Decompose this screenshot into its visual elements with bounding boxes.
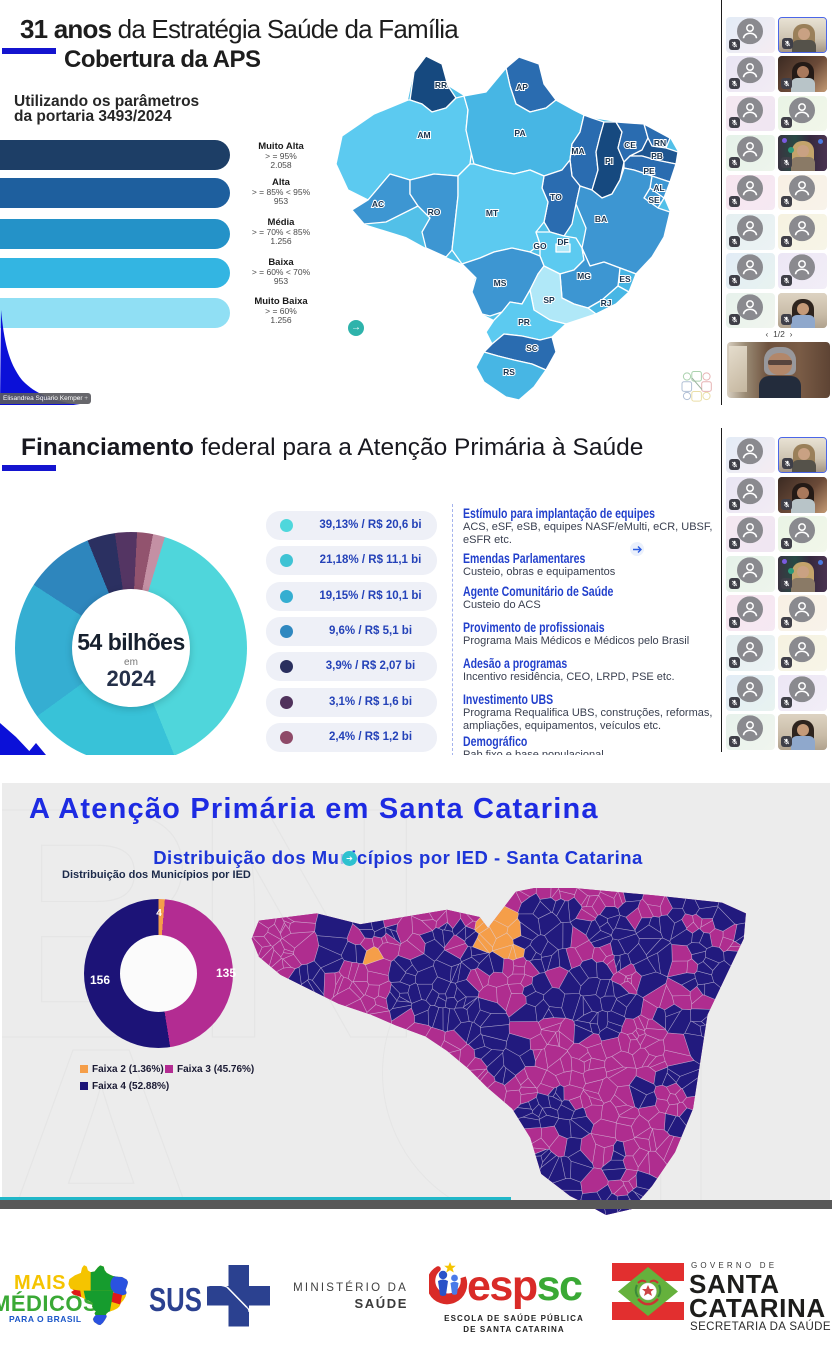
svg-text:SP: SP: [543, 295, 555, 305]
svg-text:RO: RO: [428, 207, 441, 217]
svg-text:PE: PE: [643, 166, 655, 176]
svg-text:CE: CE: [624, 140, 636, 150]
svg-text:TO: TO: [550, 192, 562, 202]
svg-text:PB: PB: [651, 151, 663, 161]
svg-text:MG: MG: [577, 271, 591, 281]
svg-text:AP: AP: [516, 82, 528, 92]
svg-text:MA: MA: [571, 146, 584, 156]
svg-text:GO: GO: [533, 241, 547, 251]
svg-text:ES: ES: [619, 274, 631, 284]
svg-text:AM: AM: [417, 130, 430, 140]
svg-text:AL: AL: [653, 183, 664, 193]
svg-text:PR: PR: [518, 317, 530, 327]
svg-text:MT: MT: [486, 208, 499, 218]
svg-text:AC: AC: [372, 199, 384, 209]
svg-text:SE: SE: [648, 195, 660, 205]
svg-text:RN: RN: [654, 138, 666, 148]
svg-text:MS: MS: [494, 278, 507, 288]
svg-text:RJ: RJ: [601, 298, 612, 308]
svg-text:BA: BA: [595, 214, 607, 224]
svg-text:PI: PI: [605, 156, 613, 166]
svg-text:RS: RS: [503, 367, 515, 377]
svg-text:DF: DF: [557, 237, 568, 247]
svg-text:RR: RR: [435, 80, 447, 90]
svg-text:SC: SC: [526, 343, 538, 353]
svg-text:PA: PA: [514, 128, 525, 138]
